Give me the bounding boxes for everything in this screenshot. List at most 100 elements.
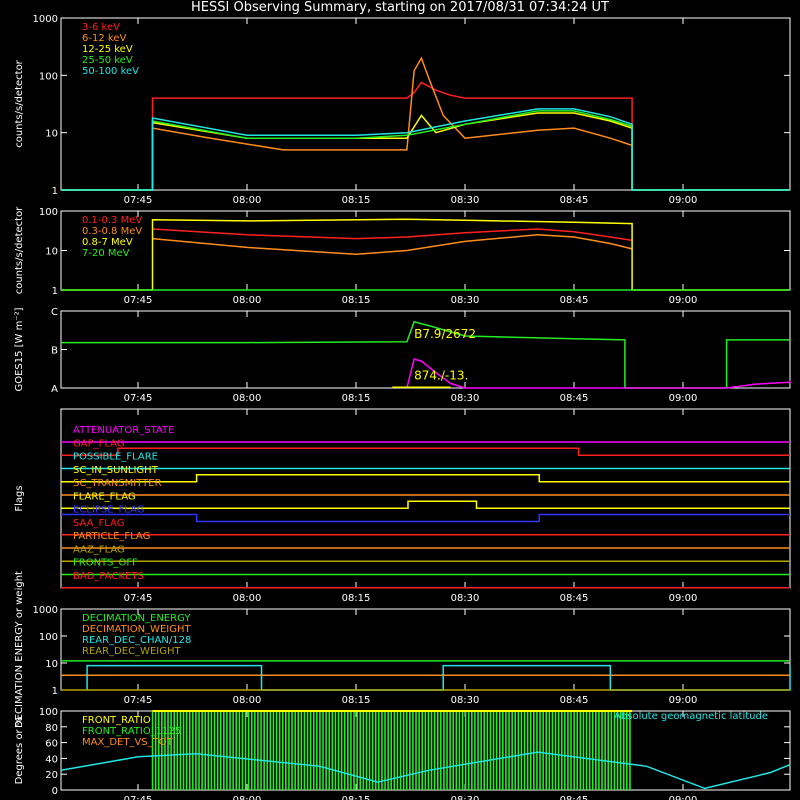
goes-ytick-label: C	[51, 307, 58, 318]
rate-lo-legend-entry: 12-25 keV	[82, 44, 133, 55]
decimation-xtick-label: 08:00	[233, 695, 262, 706]
ratios-legend-entry: MAX_DET_VS_TOT	[82, 737, 174, 748]
rate-hi-legend-entry: 7-20 MeV	[82, 248, 130, 259]
ratios-ytick-label: 0	[52, 786, 58, 797]
flag-label: ECLIPSE_FLAG	[73, 505, 144, 516]
rate-lo-legend-entry: 25-50 keV	[82, 55, 133, 66]
rate-lo-ylabel: counts/s/detector	[14, 59, 25, 147]
rate-lo-xtick-label: 08:30	[451, 195, 480, 206]
ratios-xtick-label: 09:00	[669, 795, 698, 800]
decimation-xtick-label: 08:30	[451, 695, 480, 706]
flag-label: FLARE_FLAG	[73, 491, 136, 502]
flag-label: POSSIBLE_FLARE	[73, 452, 158, 463]
flag-label: SAA_FLAG	[73, 518, 124, 529]
rate-lo-series-0	[61, 81, 790, 191]
ratios-ytick-label: 40	[45, 754, 58, 765]
rate-hi-legend-entry: 0.1-0.3 MeV	[82, 215, 142, 226]
flags-xtick-label: 08:00	[233, 593, 262, 604]
rate-hi-series-2	[61, 218, 790, 291]
goes-ytick-label: B	[51, 346, 58, 357]
latitude-series-0	[60, 751, 791, 790]
ratios-ytick-label: 20	[45, 770, 58, 781]
rate-lo-series-2	[61, 112, 790, 191]
rate-lo-legend-entry: 6-12 keV	[82, 33, 126, 44]
rate-hi-xtick-label: 08:00	[233, 295, 262, 306]
decimation-xtick-label: 08:45	[560, 695, 589, 706]
rate-lo-ytick-label: 1	[52, 186, 58, 197]
rate-hi-legend-entry: 0.8-7 MeV	[82, 237, 133, 248]
ratios-legend-entry: FRONT_RATIO	[82, 715, 151, 726]
rate-lo-series-3	[61, 110, 790, 191]
rate-hi-xtick-label: 09:00	[669, 295, 698, 306]
ratios-xtick-label: 07:45	[124, 795, 153, 800]
rate-lo-frame	[60, 17, 791, 191]
ratios-xtick-label: 08:15	[342, 795, 371, 800]
rate-lo-legend-entry: 50-100 keV	[82, 66, 139, 77]
rate-lo-xtick-label: 07:45	[124, 195, 153, 206]
ratios-xtick-label: 08:00	[233, 795, 262, 800]
ratios-ylabel: Degrees or %	[14, 717, 25, 785]
decimation-legend-entry: REAR_DEC_CHAN/128	[82, 635, 191, 646]
rate-lo-ytick-label: 1000	[33, 14, 58, 25]
decimation-ytick-label: 10	[45, 659, 58, 670]
ratios-ytick-label: 60	[45, 739, 58, 750]
flags-ylabel: Flags	[14, 485, 25, 511]
decimation-xtick-label: 08:15	[342, 695, 371, 706]
decimation-series-2	[86, 664, 791, 691]
flags-xtick-label: 08:30	[451, 593, 480, 604]
decimation-ylabel: DECIMATION ENERGY or weight	[14, 571, 25, 728]
goes-ytick-label: A	[51, 384, 58, 395]
rate-hi-series-1	[152, 234, 633, 256]
rate-hi-xtick-label: 08:45	[560, 295, 589, 306]
goes-series-1	[406, 358, 791, 389]
flags-xtick-label: 09:00	[669, 593, 698, 604]
goes-ylabel: GOES15 [W m⁻²]	[14, 307, 25, 391]
flag-label: FRONTS_OFF	[73, 558, 138, 569]
ratios-ytick-label: 100	[39, 707, 58, 718]
ratios-ytick-label: 80	[45, 723, 58, 734]
flag-label: PARTICLE_FLAG	[73, 531, 150, 542]
ratios-legend-entry: FRONT_RATIO_1125	[82, 726, 181, 737]
decimation-ytick-label: 1000	[33, 605, 58, 616]
rate-lo-xtick-label: 08:45	[560, 195, 589, 206]
flags-xtick-label: 07:45	[124, 593, 153, 604]
decimation-xtick-label: 09:00	[669, 695, 698, 706]
goes-xtick-label: 08:00	[233, 393, 262, 404]
goes-xtick-label: 08:15	[342, 393, 371, 404]
rate-hi-xtick-label: 07:45	[124, 295, 153, 306]
rate-hi-ylabel: counts/s/detector	[14, 206, 25, 294]
flag-line	[61, 447, 790, 457]
flag-label: SC_TRANSMITTER	[73, 478, 162, 489]
rate-lo-legend-entry: 3-6 keV	[82, 22, 120, 33]
ratios-xtick-label: 08:30	[451, 795, 480, 800]
flag-line	[61, 513, 790, 523]
rate-lo-xtick-label: 09:00	[669, 195, 698, 206]
rate-lo-series-1	[61, 56, 790, 191]
flag-label: SC_IN_SUNLIGHT	[73, 465, 159, 476]
decimation-legend-entry: REAR_DEC_WEIGHT	[82, 646, 181, 657]
goes-annotation: B7.9/2672	[414, 327, 476, 341]
decimation-legend-entry: DECIMATION_ENERGY	[82, 613, 191, 624]
decimation-ytick-label: 1	[52, 686, 58, 697]
ratios-xtick-label: 08:45	[560, 795, 589, 800]
rate-lo-ytick-label: 100	[39, 71, 58, 82]
rate-hi-ytick-label: 10	[45, 247, 58, 258]
rate-lo-ytick-label: 10	[45, 129, 58, 140]
flags-xtick-label: 08:45	[560, 593, 589, 604]
rate-lo-xtick-label: 08:00	[233, 195, 262, 206]
flags-xtick-label: 08:15	[342, 593, 371, 604]
goes-annotation: 874./-13.	[414, 369, 468, 383]
figure-title: HESSI Observing Summary, starting on 201…	[191, 0, 609, 15]
goes-xtick-label: 07:45	[124, 393, 153, 404]
rate-hi-ytick-label: 1	[52, 286, 58, 297]
goes-xtick-label: 09:00	[669, 393, 698, 404]
rate-hi-legend-entry: 0.3-0.8 MeV	[82, 226, 142, 237]
ratios-annotation: Absolute geomagnetic latitude	[614, 711, 768, 722]
rate-lo-series-4	[61, 108, 790, 191]
flag-label: BAD_PACKETS	[73, 571, 144, 582]
rate-lo-xtick-label: 08:15	[342, 195, 371, 206]
goes-xtick-label: 08:30	[451, 393, 480, 404]
goes-xtick-label: 08:45	[560, 393, 589, 404]
decimation-xtick-label: 07:45	[124, 695, 153, 706]
